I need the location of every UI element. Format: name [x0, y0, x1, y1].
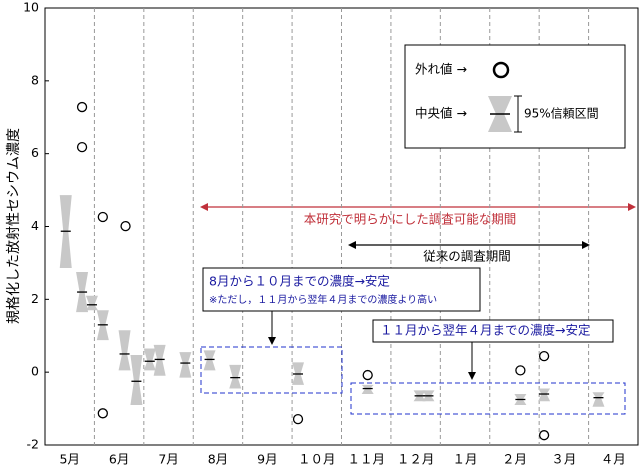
y-tick-label: 2 [31, 291, 39, 306]
ci-box [229, 364, 242, 389]
note-box [372, 319, 614, 343]
legend-label: 中央値 → [415, 106, 467, 121]
ci-box [203, 350, 216, 371]
legend-label: 外れ値 → [415, 62, 467, 77]
y-tick-label: -2 [27, 437, 39, 452]
conventional-period-label: 従来の調査期間 [423, 249, 511, 264]
outlier [538, 350, 550, 362]
note-text: 8月から１０月までの濃度→安定 [209, 274, 390, 289]
note-text: １１月から翌年４月までの濃度→安定 [380, 323, 590, 338]
ci-box [592, 392, 605, 407]
x-tick-label: ２月 [502, 452, 527, 467]
ci-box [179, 352, 192, 378]
outlier [76, 141, 88, 153]
x-tick-label: １０月 [298, 452, 336, 467]
x-tick-label: 6月 [109, 452, 129, 467]
arrow-head [268, 337, 276, 345]
ci-box [538, 388, 551, 402]
x-tick-label: １１月 [347, 452, 385, 467]
y-axis-label: 規格化した放射性セシウム濃度 [6, 128, 22, 324]
note-text: ※ただし，１１月から翌年４月までの濃度より高い [209, 293, 437, 306]
outlier [120, 220, 131, 232]
outlier [538, 430, 550, 441]
x-tick-label: ４月 [601, 452, 626, 467]
ci-box [153, 344, 166, 376]
y-tick-label: 6 [31, 145, 39, 160]
note-box [202, 267, 481, 312]
outlier [76, 101, 88, 113]
outlier [97, 211, 108, 223]
y-tick-label: 0 [31, 364, 39, 379]
ci-box [85, 295, 98, 311]
highlight-box [350, 382, 626, 415]
legend-outlier-icon [492, 61, 510, 79]
ci-box [130, 355, 143, 405]
y-tick-label: 8 [31, 72, 39, 87]
x-tick-label: 9月 [257, 452, 277, 467]
x-tick-label: 8月 [208, 452, 228, 467]
x-tick-label: 7月 [158, 452, 178, 467]
x-tick-label: 5月 [59, 452, 79, 467]
outlier [292, 413, 304, 425]
x-tick-label: ３月 [551, 452, 576, 467]
arrow-head [468, 372, 476, 380]
outlier [515, 365, 526, 376]
highlight-box [200, 346, 343, 394]
outlier [362, 369, 373, 381]
ci-box [143, 348, 156, 371]
legend-label: 95%信頼区間 [524, 107, 599, 121]
x-tick-label: １２月 [397, 452, 435, 467]
x-tick-label: １月 [453, 452, 478, 467]
ci-box [118, 330, 131, 371]
y-tick-label: 10 [23, 0, 39, 15]
outlier [97, 408, 108, 419]
y-tick-label: 4 [31, 218, 39, 233]
ci-box [361, 384, 374, 395]
study-period-label: 本研究で明らかにした調査可能な期間 [304, 212, 517, 227]
